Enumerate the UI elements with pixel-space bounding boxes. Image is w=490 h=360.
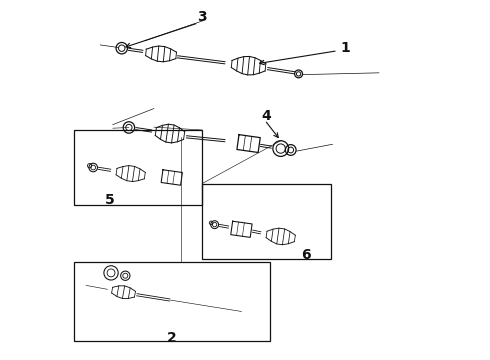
Text: 2: 2	[167, 331, 176, 345]
Text: 1: 1	[340, 41, 350, 55]
Bar	[74, 262, 270, 341]
Text: 6: 6	[301, 248, 311, 262]
Text: 4: 4	[262, 109, 271, 123]
Text: 5: 5	[104, 193, 114, 207]
Bar	[202, 184, 331, 258]
Text: 3: 3	[197, 10, 207, 24]
Bar	[74, 130, 202, 205]
